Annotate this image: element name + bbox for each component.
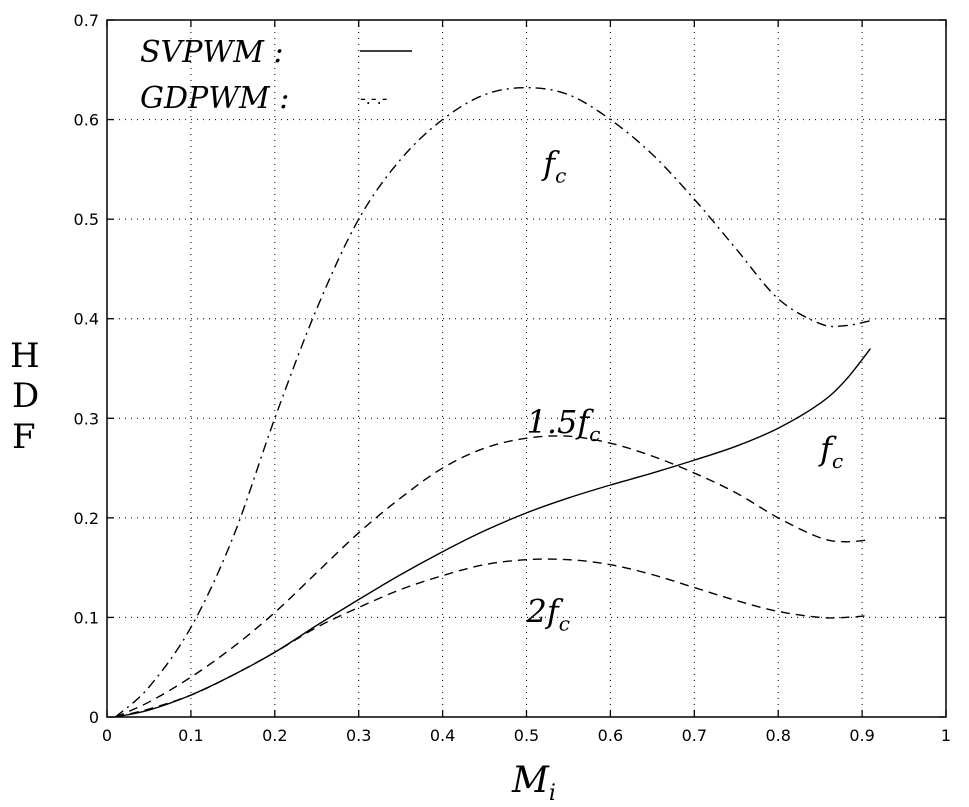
axis-ticks: 0 0.1 0.2 0.3 0.4 0.5 0.6 0.7 0.8 0.9 1 0 0.1 0.2 0.3 0… xyxy=(74,11,952,745)
y-tick-label: 0.4 xyxy=(74,310,99,329)
series-labels: fc 1.5fc 2fc fc xyxy=(526,144,844,635)
y-tick-label: 0.1 xyxy=(74,608,99,627)
x-axis-label: Mi xyxy=(511,760,556,806)
y-axis-label-d: D xyxy=(12,376,39,416)
x-tick-label: 0 xyxy=(102,726,112,745)
y-tick-label: 0.2 xyxy=(74,509,99,528)
x-tick-label: 0.5 xyxy=(514,726,539,745)
legend-label-gdpwm: GDPWM : xyxy=(140,81,289,116)
y-axis-label-h: H xyxy=(10,336,40,376)
series-line-2-dashed xyxy=(115,558,871,718)
legend-swatch-dashdot: -.-.- xyxy=(360,89,388,108)
legend: SVPWM : GDPWM : -.-.- xyxy=(140,35,412,116)
x-tick-label: 0.6 xyxy=(598,726,623,745)
gridlines xyxy=(107,20,946,717)
y-axis-label: H D F xyxy=(10,336,40,457)
y-tick-label: 0.6 xyxy=(74,111,99,130)
series-label-2: 2fc xyxy=(526,592,570,635)
x-tick-label: 0.3 xyxy=(346,726,371,745)
series-label-3: fc xyxy=(818,430,843,473)
y-tick-label: 0 xyxy=(89,708,99,727)
series-layer xyxy=(114,87,872,718)
x-tick-label: 0.7 xyxy=(682,726,707,745)
y-tick-label: 0.7 xyxy=(74,11,99,30)
y-tick-label: 0.3 xyxy=(74,409,99,428)
x-tick-label: 0.2 xyxy=(262,726,287,745)
x-tick-label: 0.1 xyxy=(178,726,203,745)
legend-label-svpwm: SVPWM : xyxy=(140,35,284,70)
y-axis-label-f: F xyxy=(12,417,36,457)
series-line-0-dash-dot xyxy=(114,87,871,718)
series-label-1: 1.5fc xyxy=(527,403,601,446)
series-label-0: fc xyxy=(541,144,566,187)
x-tick-label: 0.8 xyxy=(765,726,790,745)
series-line-3-solid xyxy=(115,348,872,718)
x-tick-label: 0.4 xyxy=(430,726,455,745)
series-line-1-dashed xyxy=(115,435,871,718)
y-tick-label: 0.5 xyxy=(74,210,99,229)
x-tick-label: 0.9 xyxy=(849,726,874,745)
x-tick-label: 1 xyxy=(941,726,951,745)
